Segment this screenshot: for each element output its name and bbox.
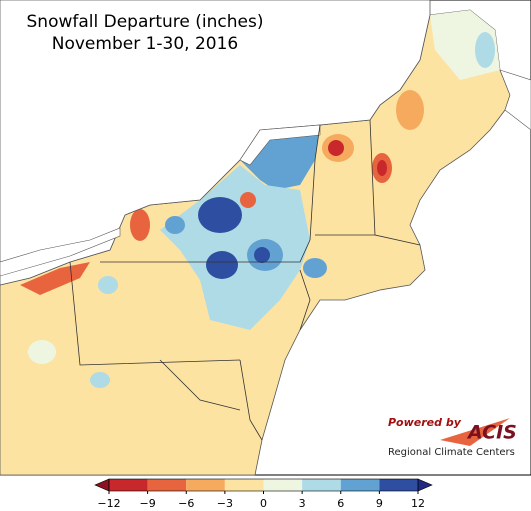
- colorbar-bin: [224, 479, 264, 491]
- colorbar-under: [94, 478, 110, 492]
- colorbar-tick-label: 9: [376, 497, 383, 510]
- colorbar-bin: [302, 479, 341, 491]
- logo: Powered by ACIS Regional Climate Centers: [388, 416, 517, 458]
- colorbar-tick-label: 12: [411, 497, 425, 510]
- logo-name: ACIS: [466, 422, 517, 444]
- title-line: November 1-30, 2016: [52, 34, 239, 54]
- colorbar-bin: [109, 479, 148, 491]
- logo-powered-by: Powered by: [388, 416, 462, 429]
- colorbar-bin: [263, 479, 303, 491]
- logo-subtitle: Regional Climate Centers: [388, 447, 515, 458]
- colorbar-tick-label: 3: [299, 497, 306, 510]
- colorbar-tick-label: −3: [217, 497, 233, 510]
- title-line: Snowfall Departure (inches): [27, 12, 264, 32]
- colorbar-tick-label: 0: [260, 497, 267, 510]
- colorbar-tick-label: −12: [97, 497, 120, 510]
- colorbar-tick-label: −6: [178, 497, 194, 510]
- colorbar-bin: [340, 479, 380, 491]
- colorbar-bin: [379, 479, 418, 491]
- map: [0, 0, 531, 476]
- colorbar-over: [417, 478, 433, 492]
- colorbar-bin: [147, 479, 187, 491]
- colorbar-tick-label: 6: [337, 497, 344, 510]
- colorbar-bin: [186, 479, 225, 491]
- colorbar-tick-label: −9: [140, 497, 156, 510]
- colorbar: −12 −9 −6 −3 0 3 6 9 12: [94, 478, 433, 510]
